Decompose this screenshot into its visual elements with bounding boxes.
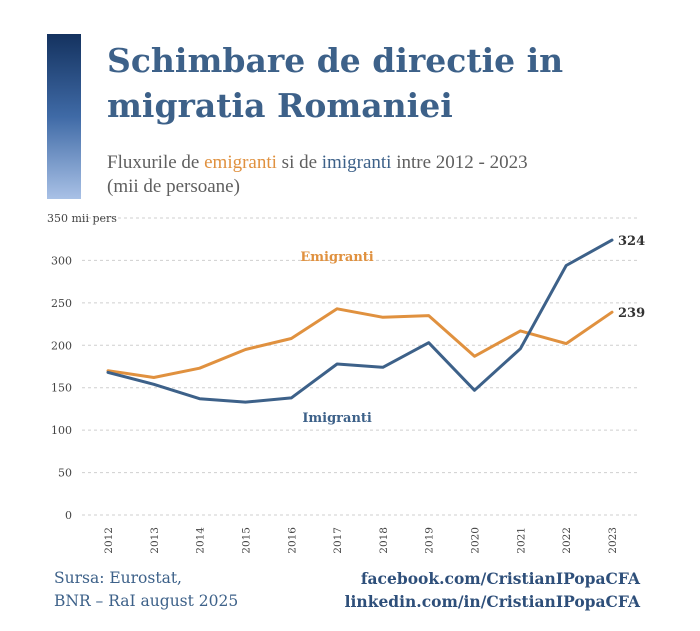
y-tick-label: 300 [51, 254, 72, 267]
x-tick-label: 2018 [378, 527, 390, 554]
source-note: Sursa: Eurostat, BNR – RaI august 2025 [54, 567, 238, 613]
source-line-2: BNR – RaI august 2025 [54, 592, 239, 610]
x-tick-label: 2013 [149, 527, 161, 554]
y-tick-label: 0 [65, 509, 72, 522]
facebook-link[interactable]: facebook.com/CristianIPopaCFA [360, 569, 640, 588]
x-tick-label: 2022 [561, 527, 573, 554]
x-tick-label: 2015 [240, 527, 252, 554]
accent-bar [47, 34, 81, 199]
subtitle-line-1: Fluxurile de emigranti si de imigranti i… [107, 151, 687, 175]
x-tick-label: 2016 [286, 527, 298, 554]
source-line-1: Sursa: Eurostat, [54, 569, 182, 587]
subtitle-line-2: (mii de persoane) [107, 176, 240, 197]
y-tick-label: 350 mii pers [47, 212, 117, 225]
subtitle-text-1: Fluxurile de [107, 152, 205, 173]
social-links: facebook.com/CristianIPopaCFA linkedin.c… [345, 567, 640, 613]
x-tick-label: 2023 [607, 527, 619, 554]
linkedin-link[interactable]: linkedin.com/in/CristianIPopaCFA [344, 592, 640, 611]
y-tick-label: 50 [58, 467, 72, 480]
y-tick-label: 250 [51, 297, 72, 310]
y-tick-label: 100 [51, 424, 72, 437]
x-tick-label: 2017 [332, 527, 344, 554]
page-title: Schimbare de directie in migratia Romani… [107, 41, 564, 125]
x-tick-label: 2014 [195, 527, 207, 554]
subtitle: Fluxurile de emigranti si de imigranti i… [107, 151, 687, 199]
x-tick-label: 2021 [515, 527, 527, 554]
subtitle-emigranti: emigranti [204, 152, 277, 173]
subtitle-imigranti: imigranti [321, 152, 392, 173]
subtitle-text-3: intre 2012 - 2023 [391, 152, 528, 173]
end-value-label: 324 [618, 234, 645, 249]
series-label-imigranti: Imigranti [302, 411, 372, 426]
x-tick-label: 2012 [103, 527, 115, 554]
y-tick-label: 200 [51, 339, 72, 352]
series-label-emigranti: Emigranti [300, 250, 373, 265]
y-tick-label: 150 [51, 382, 72, 395]
x-tick-label: 2019 [424, 527, 436, 554]
subtitle-text-2: si de [276, 152, 322, 173]
x-tick-label: 2020 [470, 527, 482, 554]
end-value-label: 239 [618, 306, 645, 321]
series-line-imigranti [106, 238, 614, 404]
